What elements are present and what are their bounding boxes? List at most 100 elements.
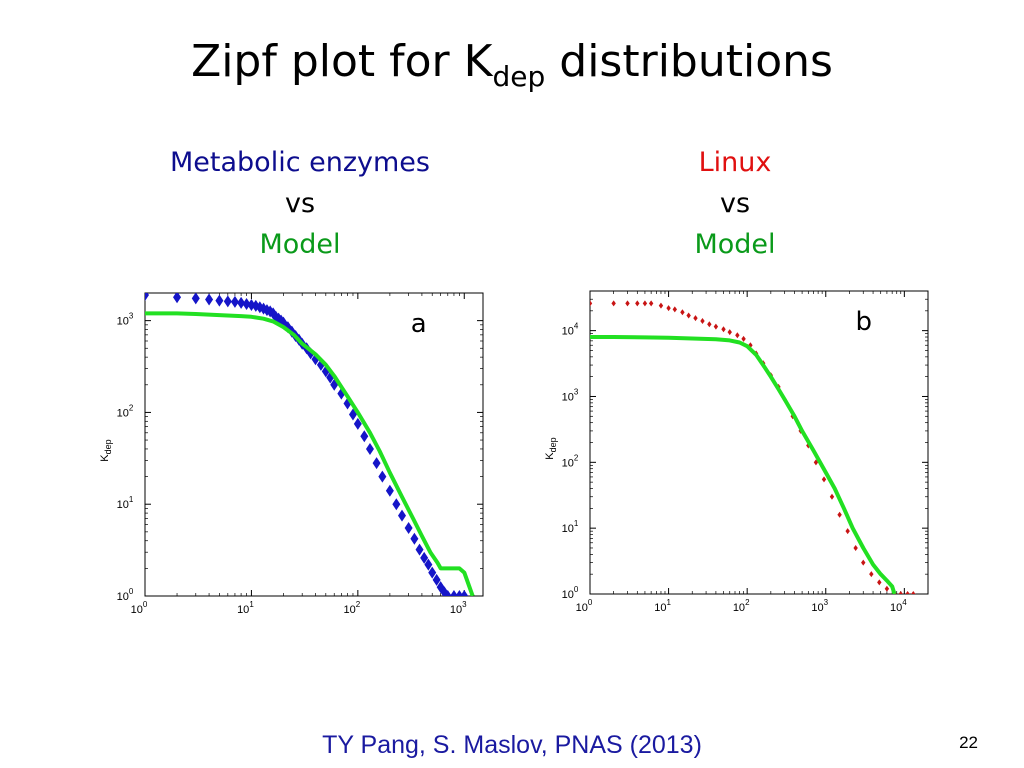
y-tick-base: 10	[562, 326, 574, 338]
y-tick-exp: 2	[129, 403, 134, 412]
data-point	[861, 559, 866, 566]
x-tick-label: 100	[131, 600, 148, 616]
plot-area	[145, 293, 475, 596]
x-tick-base: 10	[450, 604, 462, 616]
data-point	[443, 590, 452, 596]
y-tick-exp: 0	[129, 587, 134, 596]
data-point	[813, 459, 819, 466]
data-point	[191, 293, 200, 305]
caption-enzymes: Metabolic enzymes vs Model	[130, 142, 470, 265]
y-tick-label: 103	[117, 312, 134, 328]
data-point	[428, 566, 437, 579]
data-point	[145, 293, 149, 302]
data-point	[460, 590, 469, 596]
x-tick-exp: 0	[143, 600, 148, 609]
data-point	[215, 294, 224, 307]
x-tick-exp: 2	[745, 598, 750, 607]
y-tick-label: 104	[562, 322, 579, 338]
y-tick-exp: 1	[574, 519, 579, 528]
title-main: Zipf plot for K	[191, 36, 493, 87]
data-point	[385, 484, 394, 497]
x-tick-exp: 3	[462, 600, 467, 609]
x-tick-exp: 1	[666, 598, 671, 607]
y-axis-label-sub: dep	[103, 439, 113, 454]
chart-panel-a: 100 101 102 103 100 101 102 103 Kdep a	[90, 290, 490, 620]
data-point	[410, 532, 419, 545]
x-tick-label: 102	[733, 598, 750, 614]
x-tick-label: 103	[450, 600, 467, 616]
caption-linux-line1: Linux	[698, 147, 772, 178]
data-point	[247, 299, 256, 312]
data-point	[680, 309, 685, 316]
data-point	[424, 558, 433, 571]
data-point	[884, 585, 890, 592]
data-point	[666, 305, 671, 312]
title-rest: distributions	[545, 36, 833, 87]
data-point	[237, 296, 246, 309]
y-tick-exp: 0	[574, 585, 579, 594]
data-point	[205, 293, 214, 306]
y-tick-label: 102	[117, 403, 134, 419]
caption-enzymes-line1: Metabolic enzymes	[170, 147, 430, 178]
y-axis-label-main: K	[544, 452, 556, 460]
data-point	[392, 498, 401, 511]
y-tick-exp: 2	[574, 453, 579, 462]
x-tick-label: 103	[811, 598, 828, 614]
slide-title: Zipf plot for Kdep distributions	[0, 36, 1024, 93]
x-tick-base: 10	[654, 602, 666, 614]
data-point	[420, 551, 429, 564]
plot-frame	[144, 292, 484, 597]
y-tick-label: 103	[562, 387, 579, 403]
data-point	[326, 371, 335, 384]
data-point	[590, 300, 593, 307]
y-tick-exp: 4	[574, 322, 579, 331]
data-point	[853, 544, 858, 551]
y-tick-label: 102	[562, 453, 579, 469]
y-tick-label: 101	[117, 495, 134, 511]
chart-panel-b: 100 101 102 103 104 100 101 102 103 104 Kdep b	[535, 288, 935, 618]
data-point	[223, 295, 232, 308]
x-tick-exp: 1	[249, 600, 254, 609]
x-tick-base: 10	[343, 604, 355, 616]
caption-linux-vs: vs	[719, 188, 751, 219]
plot-frame	[589, 290, 929, 595]
model-line	[590, 335, 897, 594]
caption-linux: Linux vs Model	[600, 142, 870, 265]
y-tick-exp: 1	[129, 495, 134, 504]
y-tick-base: 10	[562, 589, 574, 601]
data-point	[255, 301, 264, 314]
x-tick-exp: 2	[356, 600, 361, 609]
x-tick-base: 10	[811, 602, 823, 614]
data-point	[242, 297, 251, 310]
caption-linux-model: Model	[694, 229, 776, 260]
y-tick-base: 10	[562, 523, 574, 535]
page-number: 22	[959, 733, 978, 752]
data-point	[360, 430, 369, 443]
y-tick-base: 10	[117, 499, 129, 511]
citation: TY Pang, S. Maslov, PNAS (2013)	[322, 731, 702, 759]
data-point	[449, 590, 458, 596]
data-point	[353, 417, 362, 430]
data-point	[283, 321, 292, 334]
y-tick-exp: 3	[574, 387, 579, 396]
panel-letter: a	[411, 309, 427, 339]
data-point	[727, 329, 732, 336]
x-tick-label: 101	[654, 598, 671, 614]
data-point	[330, 378, 339, 391]
data-point	[343, 397, 352, 410]
title-subscript: dep	[492, 60, 546, 93]
x-tick-exp: 3	[824, 598, 829, 607]
x-tick-label: 101	[237, 600, 254, 616]
x-tick-label: 102	[343, 600, 360, 616]
caption-enzymes-vs: vs	[284, 188, 316, 219]
data-point	[348, 408, 357, 421]
data-point	[230, 295, 239, 308]
data-point	[372, 457, 381, 470]
data-point	[898, 591, 903, 594]
y-tick-label: 100	[117, 587, 134, 603]
y-tick-base: 10	[562, 391, 574, 403]
data-point	[173, 293, 182, 304]
data-point	[251, 299, 260, 312]
